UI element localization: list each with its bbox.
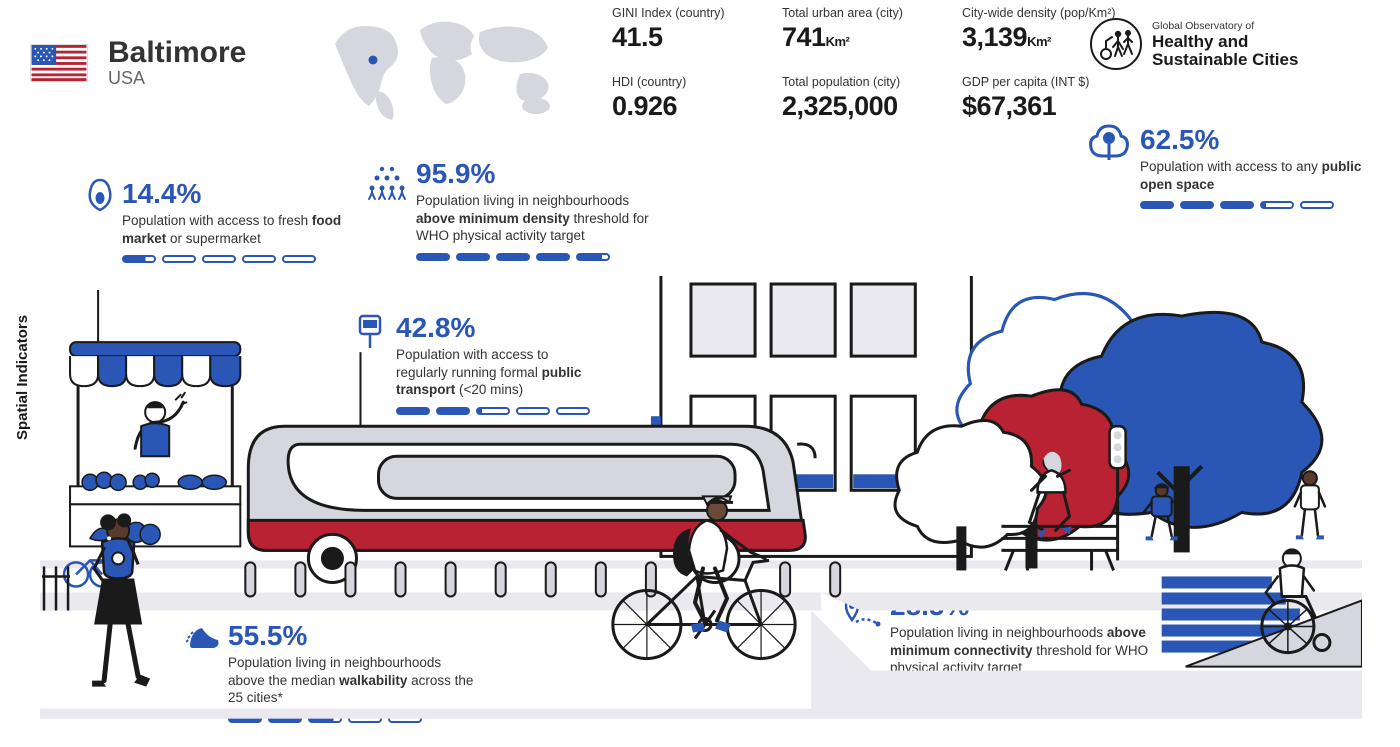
indicator-desc: Population with access to any public ope… <box>1140 158 1370 193</box>
country-name: USA <box>108 68 246 89</box>
logo-line2b: Sustainable Cities <box>1152 51 1298 69</box>
tree-icon <box>1088 120 1130 162</box>
city-name: Baltimore <box>108 36 246 70</box>
stats-grid: GINI Index (country)41.5 Total urban are… <box>612 6 1122 122</box>
logo-line2a: Healthy and <box>1152 33 1298 51</box>
indicator-segbar <box>1140 201 1370 209</box>
world-map-icon <box>320 14 560 124</box>
logo-mark-icon <box>1090 18 1142 70</box>
avocado-icon <box>86 178 114 212</box>
indicator-pct: 62.5% <box>1140 124 1370 156</box>
logo-line1: Global Observatory of <box>1152 20 1298 33</box>
indicator-pct: 14.4% <box>122 178 342 210</box>
indicator-density: 95.9% Population living in neighbourhood… <box>416 158 656 261</box>
indicator-segbar <box>416 253 656 261</box>
stat-urban: Total urban area (city)741Km² <box>782 6 952 53</box>
org-logo: Global Observatory of Healthy and Sustai… <box>1090 18 1340 70</box>
indicator-desc: Population living in neighbourhoods abov… <box>416 192 656 245</box>
map-city-dot <box>369 56 378 65</box>
indicator-pct: 95.9% <box>416 158 656 190</box>
indicator-openspace: 62.5% Population with access to any publ… <box>1140 124 1370 209</box>
market-stall <box>64 342 240 586</box>
stat-gdp: GDP per capita (INT $)$67,361 <box>962 75 1122 122</box>
stat-pop: Total population (city)2,325,000 <box>782 75 952 122</box>
bus <box>248 426 815 582</box>
indicator-segbar <box>122 255 342 263</box>
side-label: Spatial Indicators <box>14 315 31 440</box>
indicator-desc: Population with access to fresh food mar… <box>122 212 342 247</box>
stat-gini: GINI Index (country)41.5 <box>612 6 772 53</box>
header: Baltimore USA GINI Index (country)41.5 T… <box>30 4 1370 124</box>
stat-hdi: HDI (country)0.926 <box>612 75 772 122</box>
people-icon <box>364 164 408 202</box>
indicator-food: 14.4% Population with access to fresh fo… <box>122 178 342 263</box>
city-scene-illustration <box>40 276 1362 747</box>
flag-icon <box>30 44 88 82</box>
